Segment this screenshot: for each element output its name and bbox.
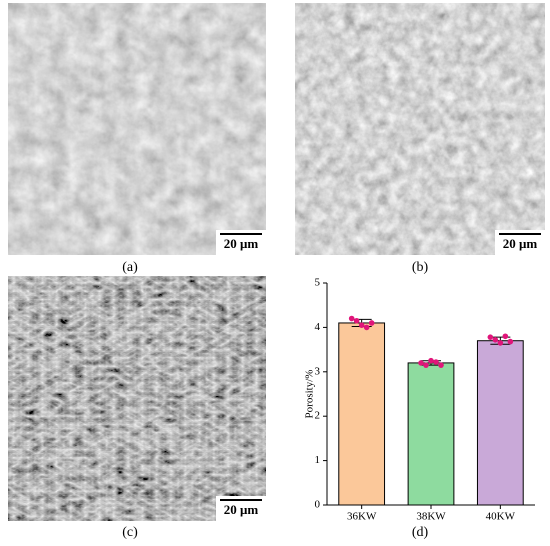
bar <box>338 322 386 506</box>
data-point <box>353 317 360 324</box>
y-tick-label: 4 <box>315 321 321 333</box>
x-tick-label: 40KW <box>486 511 516 523</box>
data-point <box>507 338 514 345</box>
scale-bar-label: 20 μm <box>224 502 259 517</box>
y-tick-label: 1 <box>315 454 321 466</box>
scale-bar-label: 20 μm <box>503 236 538 251</box>
data-point <box>487 334 494 340</box>
y-tick-label: 3 <box>315 365 321 377</box>
data-point <box>358 322 365 328</box>
data-point <box>423 362 429 368</box>
data-point <box>438 362 444 368</box>
y-tick-label: 0 <box>315 499 321 511</box>
data-point <box>363 324 370 331</box>
data-point <box>428 357 434 364</box>
data-point <box>492 337 499 343</box>
data-point <box>348 315 355 322</box>
sem-image <box>8 276 266 521</box>
bar <box>476 340 524 506</box>
bar <box>407 362 455 506</box>
panel-label: (b) <box>412 260 429 275</box>
data-point <box>368 320 375 326</box>
scale-bar: 20 μm <box>216 230 266 255</box>
data-point <box>502 333 509 340</box>
sem-image <box>295 3 545 255</box>
data-point <box>497 340 504 346</box>
scale-bar-label: 20 μm <box>224 236 259 251</box>
scale-bar: 20 μm <box>495 230 545 255</box>
y-axis-label: Porosity/% <box>304 370 316 419</box>
data-point <box>433 359 439 365</box>
y-tick-label: 5 <box>315 277 321 289</box>
sem-image <box>8 3 266 255</box>
x-tick-label: 38KW <box>416 511 446 523</box>
data-point <box>418 360 424 366</box>
x-tick-label: 36KW <box>347 511 377 523</box>
panel-label: (d) <box>412 525 429 540</box>
panel-label: (c) <box>122 525 138 540</box>
scale-bar: 20 μm <box>216 496 266 521</box>
panel-label: (a) <box>122 260 138 275</box>
y-tick-label: 2 <box>315 410 321 422</box>
